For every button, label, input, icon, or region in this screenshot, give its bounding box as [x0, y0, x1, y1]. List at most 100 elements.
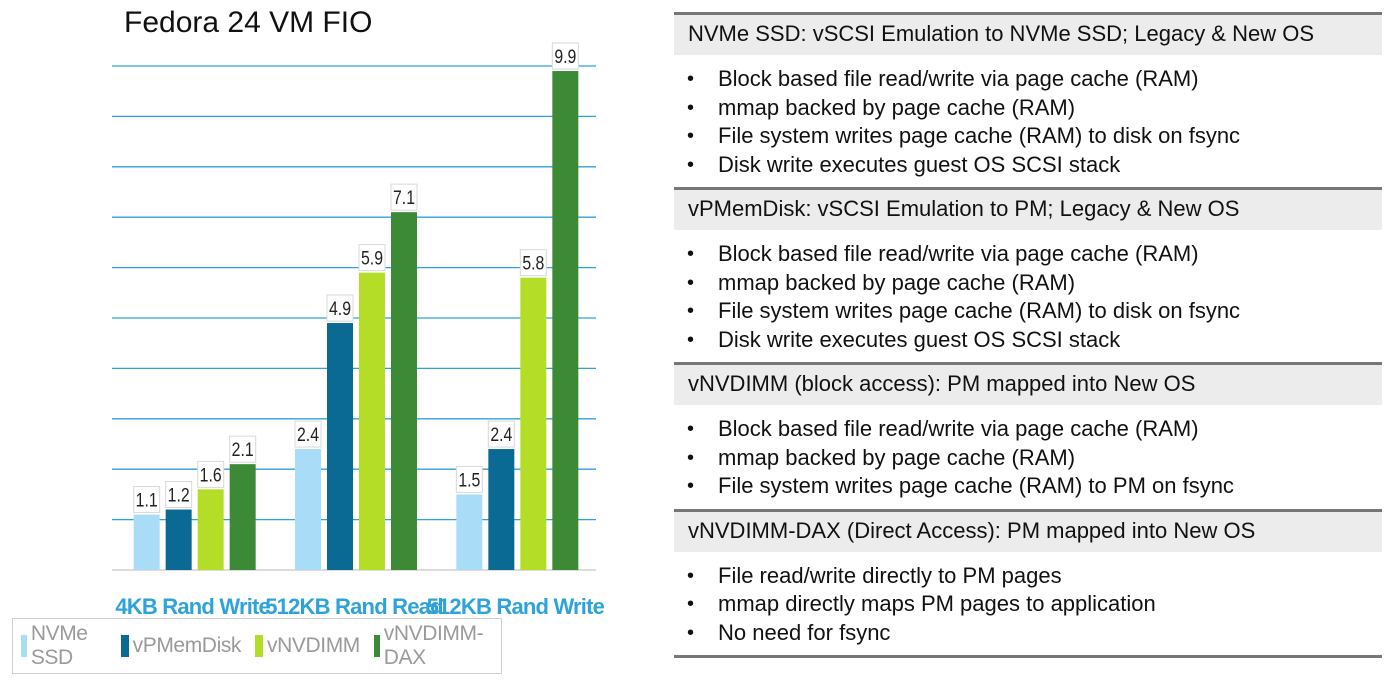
bullet-text: File system writes page cache (RAM) to P… — [718, 473, 1234, 498]
section-header: vNVDIMM-DAX (Direct Access): PM mapped i… — [674, 508, 1382, 552]
bar — [327, 323, 353, 570]
bullet-text: mmap directly maps PM pages to applicati… — [718, 591, 1156, 616]
bullet-item: • File system writes page cache (RAM) to … — [674, 122, 1382, 151]
bullet-item: • File system writes page cache (RAM) to … — [674, 472, 1382, 501]
bullet-item: • Disk write executes guest OS SCSI stack — [674, 326, 1382, 355]
data-label: 5.9 — [361, 249, 383, 270]
data-label: 1.5 — [458, 470, 480, 491]
bar-chart: 1.1 1.2 1.6 2.1 4KB Rand Write 2.4 4.9 5.9 7.1 51… — [112, 42, 605, 619]
data-label-box — [133, 486, 161, 514]
legend-item: vPMemDisk — [120, 634, 242, 658]
bullet-dot-icon: • — [687, 153, 695, 176]
bullet-dot-icon: • — [687, 593, 695, 615]
data-label: 2.1 — [232, 440, 254, 461]
data-label-box — [455, 465, 483, 493]
description-panel: NVMe SSD: vSCSI Emulation to NVMe SSD; L… — [674, 12, 1382, 658]
legend-item: vNVDIMM — [255, 634, 360, 658]
bullet-item: • Block based file read/write via page ca… — [674, 415, 1382, 444]
bullet-list: • Block based file read/write via page ca… — [674, 55, 1382, 187]
legend-swatch — [373, 635, 380, 657]
data-label-box — [390, 183, 418, 211]
legend-item: NVMe SSD — [21, 622, 107, 670]
bullet-text: File system writes page cache (RAM) to d… — [718, 123, 1241, 148]
bullet-dot-icon: • — [687, 446, 695, 469]
bullet-text: File system writes page cache (RAM) to d… — [718, 298, 1241, 323]
data-label-box — [358, 244, 386, 272]
chart-panel: Fedora 24 VM FIO 1.1 1.2 1.6 2.1 4KB Rand Wr… — [0, 0, 640, 681]
bullet-text: Block based file read/write via page cac… — [718, 66, 1199, 91]
bullet-item: • File system writes page cache (RAM) to … — [674, 297, 1382, 326]
bullet-item: • File read/write directly to PM pages — [674, 562, 1382, 591]
bullet-dot-icon: • — [687, 328, 695, 351]
bullet-dot-icon: • — [687, 271, 695, 294]
bullet-text: Disk write executes guest OS SCSI stack — [718, 326, 1121, 352]
bullet-item: • Block based file read/write via page ca… — [674, 240, 1382, 269]
bullet-dot-icon: • — [687, 300, 695, 322]
bullet-dot-icon: • — [687, 564, 695, 587]
bullet-dot-icon: • — [687, 68, 695, 90]
legend-swatch — [21, 635, 27, 657]
category-tick-label: 4KB Rand Write — [115, 594, 270, 619]
bullet-text: File read/write directly to PM pages — [718, 562, 1062, 588]
bullet-dot-icon: • — [687, 96, 695, 119]
data-label-box — [487, 420, 515, 448]
bullet-list: • Block based file read/write via page ca… — [674, 230, 1382, 362]
bar — [133, 514, 160, 570]
data-label: 5.8 — [522, 254, 544, 275]
bullet-item: • No need for fsync — [674, 619, 1382, 648]
bullet-dot-icon: • — [687, 418, 695, 440]
bullet-text: No need for fsync — [718, 619, 891, 645]
bullet-dot-icon: • — [687, 125, 695, 147]
data-label: 9.9 — [554, 47, 576, 68]
bullet-item: • mmap directly maps PM pages to applicat… — [674, 590, 1382, 619]
bullet-list: • Block based file read/write via page ca… — [674, 405, 1382, 509]
legend-label: vNVDIMM — [267, 634, 360, 657]
legend-swatch — [255, 635, 264, 657]
bullet-dot-icon: • — [687, 621, 695, 644]
category-tick-label: 512KB Rand Read — [265, 594, 443, 619]
bullet-item: • mmap backed by page cache (RAM) — [674, 94, 1382, 123]
bar — [229, 464, 256, 570]
chart-title: Fedora 24 VM FIO — [124, 6, 373, 39]
section-header: vNVDIMM (block access): PM mapped into N… — [674, 362, 1382, 405]
legend-item: vNVDIMM-DAX — [373, 622, 487, 670]
data-label: 1.6 — [200, 465, 222, 486]
bullet-text: Disk write executes guest OS SCSI stack — [718, 151, 1121, 177]
data-label-box — [519, 249, 547, 277]
bullet-item: • Disk write executes guest OS SCSI stack — [674, 151, 1382, 180]
bullet-item: • mmap backed by page cache (RAM) — [674, 269, 1382, 298]
bullet-dot-icon: • — [687, 475, 695, 497]
data-label-box — [197, 460, 225, 488]
data-label: 1.1 — [136, 491, 158, 512]
bar — [552, 71, 579, 570]
data-label-box — [165, 481, 193, 509]
data-label: 2.4 — [297, 425, 319, 446]
legend-label: vNVDIMM-DAX — [383, 622, 484, 669]
bullet-list: • File read/write directly to PM pages • mm… — [674, 552, 1382, 656]
bar — [488, 449, 515, 570]
section-header: vPMemDisk: vSCSI Emulation to PM; Legacy… — [674, 187, 1382, 230]
bar — [165, 509, 192, 570]
data-label-box — [229, 435, 257, 463]
data-label-box — [326, 294, 354, 322]
bar — [295, 449, 321, 570]
data-label: 4.9 — [329, 299, 351, 320]
legend-label: NVMe SSD — [30, 622, 88, 669]
bar — [520, 277, 547, 570]
legend-swatch — [120, 635, 129, 657]
bottom-rule — [674, 655, 1382, 658]
legend-label: vPMemDisk — [132, 634, 242, 657]
bullet-dot-icon: • — [687, 243, 695, 265]
bullet-text: mmap backed by page cache (RAM) — [718, 444, 1076, 470]
bullet-text: mmap backed by page cache (RAM) — [718, 94, 1076, 120]
data-label-box — [294, 420, 322, 448]
data-label: 1.2 — [168, 486, 190, 507]
bullet-text: Block based file read/write via page cac… — [718, 416, 1199, 441]
section-header: NVMe SSD: vSCSI Emulation to NVMe SSD; L… — [674, 12, 1382, 55]
bar — [456, 494, 483, 570]
bullet-text: Block based file read/write via page cac… — [718, 241, 1199, 266]
data-label-box — [551, 42, 579, 70]
bullet-item: • Block based file read/write via page ca… — [674, 65, 1382, 94]
bar — [359, 272, 385, 570]
bar — [197, 489, 224, 570]
